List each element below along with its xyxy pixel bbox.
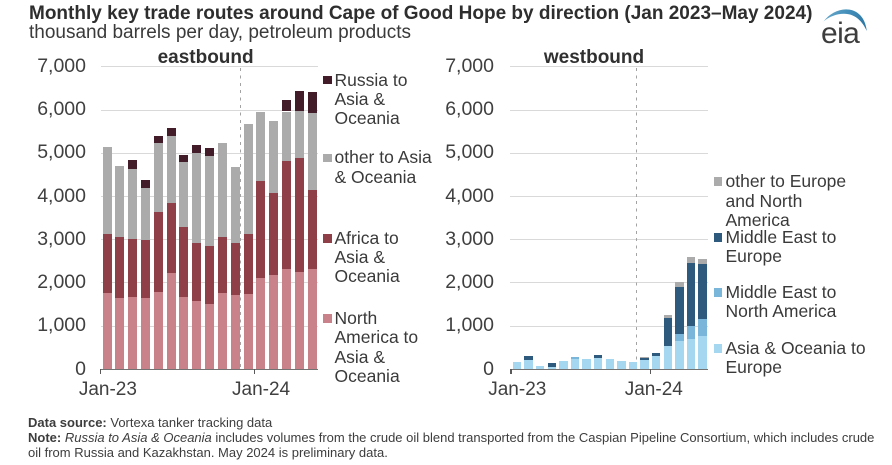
svg-text:eia: eia [821, 17, 860, 48]
